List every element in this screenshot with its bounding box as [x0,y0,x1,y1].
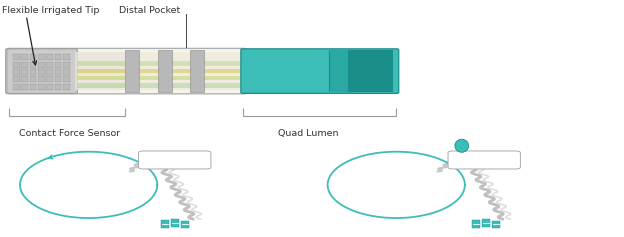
Bar [46,62,53,68]
Bar [54,76,61,82]
Bar [190,50,204,92]
Bar [75,52,128,90]
Bar [482,219,490,227]
Bar [30,69,36,75]
Bar [30,76,36,82]
Bar [63,54,70,60]
Ellipse shape [455,139,469,152]
Bar [54,69,61,75]
Bar [13,62,20,68]
Bar [54,62,61,68]
Bar [46,69,53,75]
Bar [46,84,53,90]
Bar [13,69,20,75]
Bar [46,54,53,60]
Text: Flexible Irrigated Tip: Flexible Irrigated Tip [2,6,99,15]
Bar [63,76,70,82]
Bar [63,69,70,75]
Bar [63,62,70,68]
Bar [472,220,480,228]
Bar [38,54,45,60]
Bar [13,54,20,60]
Bar [46,76,53,82]
Bar [158,50,172,92]
Bar [21,76,28,82]
Bar [128,52,243,90]
FancyBboxPatch shape [7,49,77,93]
Bar [30,54,36,60]
Bar [38,76,45,82]
Bar [63,84,70,90]
Bar [21,62,28,68]
Bar [161,220,169,228]
Bar [38,84,45,90]
Bar [30,84,36,90]
Bar [13,76,20,82]
Bar [13,84,20,90]
FancyBboxPatch shape [6,48,247,94]
Bar [38,69,45,75]
FancyBboxPatch shape [139,151,211,169]
Bar [125,50,139,92]
Bar [30,62,36,68]
FancyBboxPatch shape [448,151,520,169]
Text: Quad Lumen: Quad Lumen [278,129,338,138]
Text: Distal Pocket: Distal Pocket [119,6,180,15]
Bar [329,50,348,92]
Bar [21,54,28,60]
Bar [492,221,500,228]
Bar [21,84,28,90]
Bar [181,221,189,228]
Bar [21,69,28,75]
Bar [54,84,61,90]
Bar [348,50,393,92]
FancyBboxPatch shape [241,49,399,93]
Bar [54,54,61,60]
Text: Contact Force Sensor: Contact Force Sensor [19,129,120,138]
Bar [38,62,45,68]
Bar [171,219,179,227]
